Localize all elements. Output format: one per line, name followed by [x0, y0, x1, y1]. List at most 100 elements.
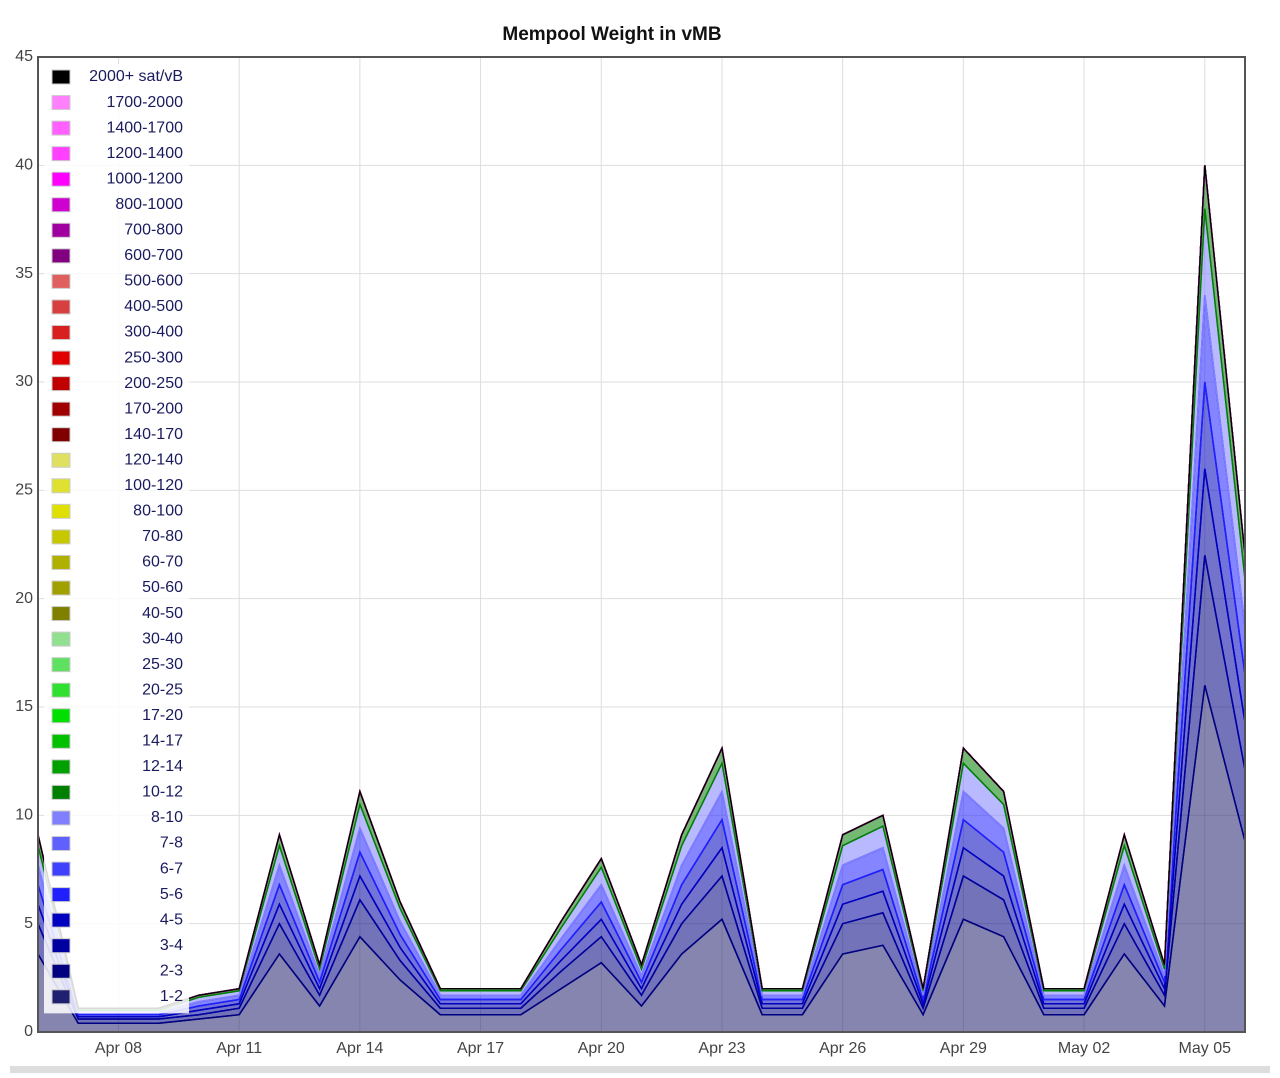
legend-label: 50-60	[142, 579, 183, 596]
plot-frame	[37, 56, 1246, 1033]
legend-label: 14-17	[142, 733, 183, 750]
y-tick-label: 10	[15, 807, 33, 824]
legend-label: 170-200	[124, 400, 183, 417]
area	[37, 295, 1246, 1014]
legend-swatch	[51, 401, 71, 417]
legend-label: 2-3	[160, 962, 183, 979]
area	[37, 165, 1246, 1009]
legend-label: 1200-1400	[106, 145, 183, 162]
legend-label: 600-700	[124, 247, 183, 264]
legend-label: 30-40	[142, 630, 183, 647]
area	[37, 165, 1246, 1012]
legend-label: 5-6	[160, 886, 183, 903]
area	[37, 165, 1246, 1009]
area	[37, 165, 1246, 1009]
area	[37, 165, 1246, 1009]
area	[37, 165, 1246, 1009]
legend-swatch	[51, 171, 71, 187]
area	[37, 208, 1246, 1014]
legend-swatch	[51, 222, 71, 238]
legend: 2000+ sat/vB 1700-2000 1400-1700 1200-1400 1…	[44, 64, 189, 1014]
legend-swatch	[51, 197, 71, 213]
legend-label: 3-4	[160, 937, 183, 954]
legend-label: 1400-1700	[106, 119, 183, 136]
area	[37, 165, 1246, 1009]
area	[37, 165, 1246, 1009]
area	[37, 165, 1246, 1009]
y-tick-label: 40	[15, 157, 33, 174]
x-tick-label: Apr 17	[457, 1040, 504, 1057]
legend-swatch	[51, 657, 71, 673]
legend-label: 140-170	[124, 426, 183, 443]
area	[37, 165, 1246, 1009]
y-tick-label: 30	[15, 373, 33, 390]
x-tick-label: Apr 08	[95, 1040, 142, 1057]
legend-label: 80-100	[133, 503, 183, 520]
x-tick-label: Apr 23	[698, 1040, 745, 1057]
y-tick-label: 45	[15, 48, 33, 65]
legend-swatch	[51, 631, 71, 647]
area	[37, 295, 1246, 1016]
legend-label: 300-400	[124, 324, 183, 341]
legend-swatch	[51, 784, 71, 800]
legend-label: 1700-2000	[106, 94, 183, 111]
y-tick-label: 25	[15, 482, 33, 499]
area	[37, 165, 1246, 1009]
legend-swatch	[51, 938, 71, 954]
legend-label: 120-140	[124, 451, 183, 468]
legend-label: 40-50	[142, 605, 183, 622]
area	[37, 165, 1246, 1009]
legend-swatch	[51, 120, 71, 136]
area	[37, 468, 1246, 1020]
legend-label: 250-300	[124, 349, 183, 366]
area	[37, 165, 1246, 1009]
legend-swatch	[51, 759, 71, 775]
legend-swatch	[51, 580, 71, 596]
legend-label: 12-14	[142, 758, 183, 775]
legend-label: 200-250	[124, 375, 183, 392]
legend-label: 25-30	[142, 656, 183, 673]
area	[37, 165, 1246, 1009]
legend-swatch	[51, 325, 71, 340]
legend-label: 10-12	[142, 784, 183, 801]
legend-swatch	[51, 554, 71, 570]
grid: 0 5 10 15 20 25 30 35 40 45 Apr 08 Apr 11 Apr 14 Apr …	[15, 48, 1245, 1057]
legend-swatch	[51, 606, 71, 622]
legend-label: 6-7	[160, 860, 183, 877]
area	[37, 165, 1246, 1009]
legend-label: 7-8	[160, 835, 183, 852]
legend-swatch	[51, 95, 71, 111]
area	[37, 165, 1246, 1009]
legend-swatch	[51, 963, 71, 979]
legend-label: 70-80	[142, 528, 183, 545]
area	[37, 165, 1246, 1009]
legend-swatch	[51, 248, 71, 264]
y-tick-label: 20	[15, 590, 33, 607]
legend-label: 20-25	[142, 681, 183, 698]
legend-label: 1000-1200	[106, 170, 183, 187]
area	[37, 165, 1246, 1009]
legend-label: 1-2	[160, 988, 183, 1005]
legend-swatch	[51, 861, 71, 877]
area	[37, 295, 1246, 1014]
y-tick-label: 5	[24, 915, 33, 932]
legend-label: 100-120	[124, 477, 183, 494]
x-tick-label: May 02	[1058, 1040, 1111, 1057]
legend-swatch	[51, 478, 71, 494]
x-tick-label: May 05	[1179, 1040, 1232, 1057]
area	[37, 381, 1246, 1018]
legend-swatch	[51, 836, 71, 851]
area	[37, 165, 1246, 1009]
legend-label: 2000+ sat/vB	[89, 68, 183, 85]
area	[37, 165, 1246, 1009]
area	[37, 165, 1246, 1009]
legend-swatch	[51, 427, 71, 443]
area	[37, 165, 1246, 1009]
legend-label: 500-600	[124, 273, 183, 290]
legend-swatch	[51, 989, 71, 1005]
x-tick-label: Apr 29	[940, 1040, 987, 1057]
x-tick-label: Apr 20	[578, 1040, 625, 1057]
area	[37, 165, 1246, 1009]
chart-title: Mempool Weight in vMB	[502, 24, 721, 45]
